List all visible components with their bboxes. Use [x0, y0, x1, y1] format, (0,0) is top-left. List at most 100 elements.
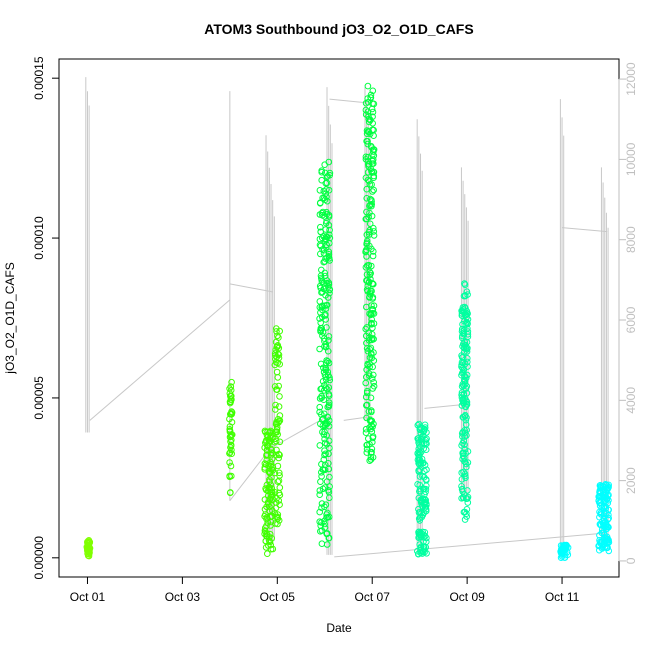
data-point	[271, 383, 279, 390]
data-point	[596, 508, 603, 516]
data-point	[369, 306, 377, 313]
data-point	[263, 486, 270, 494]
data-point	[422, 476, 430, 483]
data-point	[461, 458, 469, 466]
data-point	[273, 426, 281, 434]
data-point	[323, 530, 331, 538]
data-point	[415, 515, 423, 523]
right-tick-label: 10000	[624, 142, 638, 176]
data-point	[272, 504, 280, 512]
data-point	[266, 485, 274, 492]
data-point	[604, 499, 612, 507]
data-point	[368, 316, 376, 323]
data-point	[367, 394, 375, 402]
data-point	[276, 451, 283, 459]
data-point	[458, 469, 466, 477]
data-point	[273, 368, 281, 376]
data-point	[321, 282, 329, 290]
data-point	[422, 436, 430, 444]
data-point	[362, 106, 370, 114]
data-point	[560, 549, 568, 556]
data-point	[316, 187, 324, 194]
data-point	[462, 472, 469, 480]
data-point	[366, 220, 374, 228]
data-point	[460, 327, 468, 334]
data-point	[366, 271, 374, 279]
data-point	[365, 163, 372, 170]
data-point	[600, 519, 608, 526]
data-point	[369, 151, 376, 158]
data-point	[419, 472, 426, 480]
data-point	[414, 421, 422, 429]
data-point	[368, 448, 375, 456]
data-point	[368, 445, 376, 453]
data-point	[363, 449, 371, 456]
data-point	[273, 386, 281, 394]
data-point	[326, 226, 333, 234]
data-point	[458, 476, 466, 483]
data-point	[597, 499, 605, 506]
data-point	[272, 346, 280, 354]
data-point	[318, 266, 325, 274]
data-point	[320, 187, 328, 195]
data-point	[420, 543, 428, 551]
data-point	[275, 489, 283, 497]
data-point	[557, 554, 565, 562]
data-point	[323, 193, 330, 200]
data-point	[320, 250, 328, 257]
data-point	[363, 208, 370, 216]
data-point	[459, 343, 466, 350]
data-point	[365, 112, 372, 120]
data-point	[362, 429, 370, 437]
data-point	[463, 495, 470, 503]
data-point	[462, 416, 470, 424]
data-point	[318, 167, 326, 174]
data-point	[323, 324, 330, 331]
data-point	[274, 415, 282, 423]
data-point	[363, 414, 370, 422]
data-point	[227, 442, 235, 450]
data-point	[325, 392, 333, 400]
data-point	[323, 514, 330, 522]
plot-frame	[58, 58, 620, 578]
data-point	[461, 292, 469, 299]
data-point	[322, 450, 329, 458]
data-point	[318, 540, 326, 548]
data-point	[317, 385, 325, 393]
data-point	[368, 331, 376, 338]
data-point	[321, 422, 329, 430]
data-point	[367, 291, 374, 298]
data-point	[261, 530, 268, 538]
data-point	[325, 337, 332, 344]
data-point	[368, 196, 375, 204]
data-point	[226, 459, 233, 466]
data-point	[322, 226, 330, 233]
data-point	[461, 441, 468, 449]
data-point	[459, 364, 466, 372]
data-point	[368, 212, 376, 220]
data-point	[368, 302, 375, 309]
data-point	[364, 362, 371, 369]
data-point	[363, 253, 370, 260]
data-point	[563, 548, 571, 556]
data-point	[363, 389, 371, 397]
data-point	[365, 408, 373, 415]
data-point	[605, 547, 613, 555]
right-tick-label: 6000	[624, 306, 638, 333]
data-point	[458, 308, 466, 315]
altitude-connector	[424, 403, 465, 409]
data-point	[420, 440, 428, 448]
data-point	[322, 359, 330, 367]
data-point	[275, 382, 283, 390]
data-point	[369, 438, 376, 446]
data-point	[274, 374, 282, 381]
data-point	[323, 277, 331, 284]
data-point	[370, 382, 378, 390]
data-point	[324, 197, 331, 205]
data-point	[321, 451, 328, 459]
data-point	[367, 91, 375, 99]
data-point	[227, 432, 234, 440]
data-point	[464, 328, 472, 335]
data-point	[415, 505, 422, 513]
data-point	[362, 325, 370, 333]
